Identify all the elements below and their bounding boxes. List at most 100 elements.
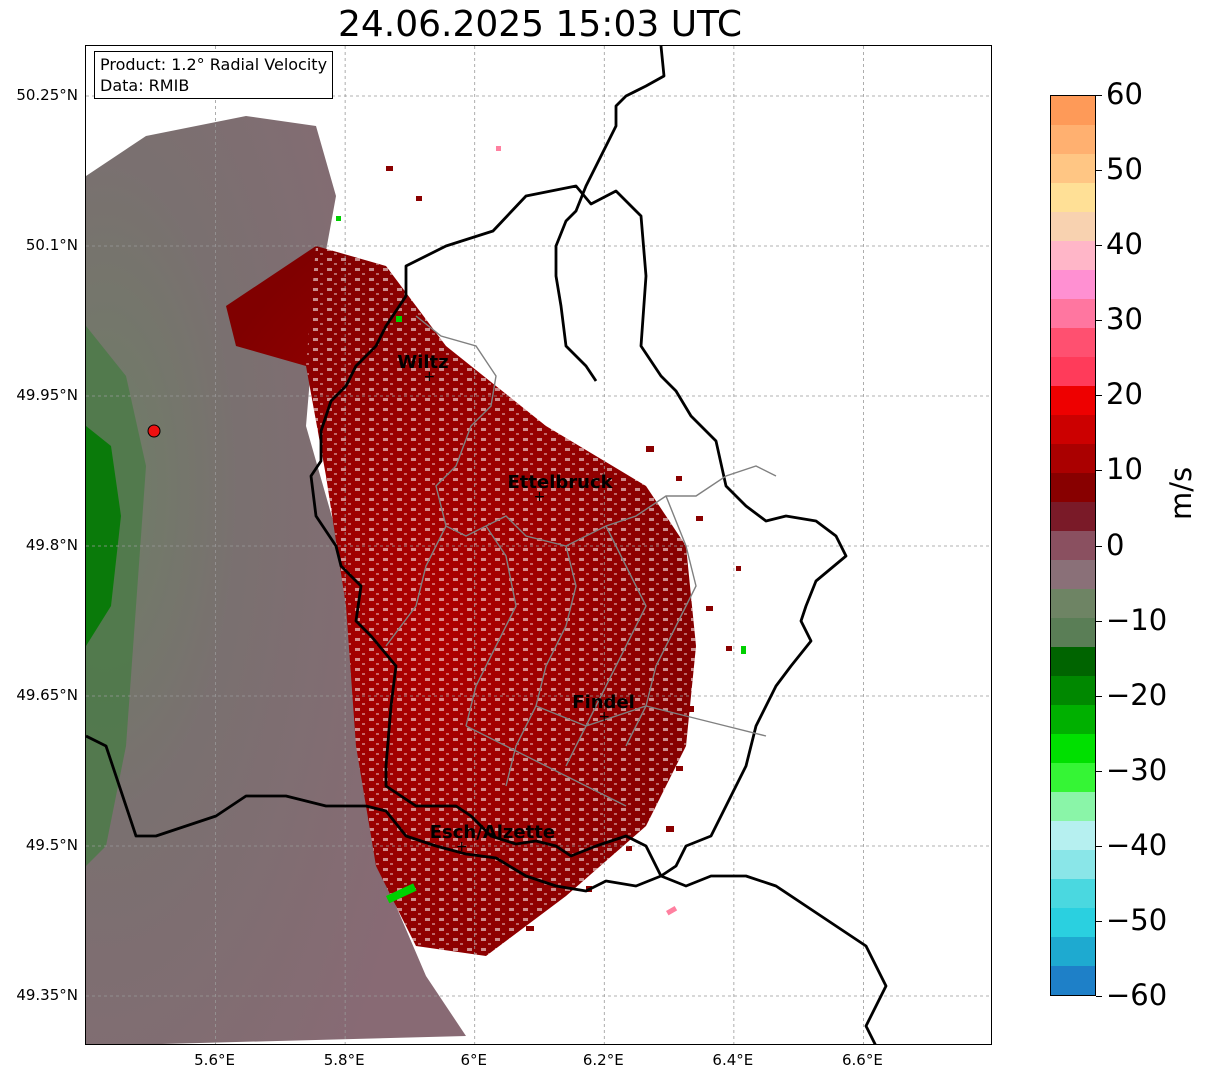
colorbar-segment xyxy=(1051,879,1095,908)
colorbar-segment xyxy=(1051,966,1095,995)
lon-tick-label: 5.6°E xyxy=(194,1051,235,1069)
colorbar-segment xyxy=(1051,241,1095,270)
velocity-field xyxy=(86,116,746,1044)
colorbar-segment xyxy=(1051,937,1095,966)
colorbar-segment xyxy=(1051,328,1095,357)
city-marker-icon: + xyxy=(534,489,546,505)
country-borders xyxy=(86,46,888,1044)
colorbar-segment xyxy=(1051,212,1095,241)
lon-tick-label: 6.2°E xyxy=(582,1051,624,1069)
colorbar-segment xyxy=(1051,821,1095,850)
lat-tick-label: 50.1°N xyxy=(25,236,78,254)
map-title: 24.06.2025 15:03 UTC xyxy=(337,4,743,45)
colorbar-tick-label: −10 xyxy=(1106,602,1168,637)
city-marker-icon: + xyxy=(423,369,435,385)
colorbar-segment xyxy=(1051,357,1095,386)
colorbar-segment xyxy=(1051,125,1095,154)
city-label: Wiltz xyxy=(397,352,448,373)
green-core-region xyxy=(86,426,121,646)
lat-tick-label: 49.8°N xyxy=(25,536,78,554)
colorbar-segment xyxy=(1051,647,1095,676)
colorbar-tick-label: 30 xyxy=(1106,302,1143,337)
colorbar-tick-mark xyxy=(1096,845,1102,847)
colorbar-tick-mark xyxy=(1096,95,1102,96)
colorbar-tick-label: −50 xyxy=(1106,902,1168,937)
colorbar-tick-mark xyxy=(1096,320,1102,322)
lon-tick-label: 6.6°E xyxy=(842,1051,883,1069)
data-source-label: Data: RMIB xyxy=(100,76,190,95)
colorbar-tick-mark xyxy=(1096,170,1102,172)
green-speckles xyxy=(336,216,746,904)
colorbar-segment xyxy=(1051,734,1095,763)
germany-border xyxy=(554,46,666,382)
lon-tick-label: 6.4°E xyxy=(712,1051,754,1069)
colorbar-unit-label: m/s xyxy=(1164,466,1198,520)
radar-site-marker[interactable] xyxy=(147,424,161,438)
colorbar-tick-label: 50 xyxy=(1106,152,1143,187)
colorbar-segment xyxy=(1051,792,1095,821)
city-findel[interactable]: +Findel xyxy=(572,692,635,725)
colorbar-segment xyxy=(1051,531,1095,560)
city-ettelbruck[interactable]: +Ettelbruck xyxy=(508,472,614,505)
city-marker-icon: + xyxy=(456,839,468,855)
colorbar-tick-label: 40 xyxy=(1106,227,1143,262)
colorbar-tick-label: 10 xyxy=(1106,452,1143,487)
colorbar-tick-label: −60 xyxy=(1106,978,1168,1012)
colorbar-tick-mark xyxy=(1096,470,1102,472)
colorbar-segment xyxy=(1051,299,1095,328)
city-markers: +Wiltz+Ettelbruck+Findel+Esch/Alzette xyxy=(397,352,634,855)
colorbar-tick-mark xyxy=(1096,245,1102,247)
colorbar-segment xyxy=(1051,589,1095,618)
scatter-overlay xyxy=(306,246,696,956)
colorbar-tick-label: −30 xyxy=(1106,752,1168,787)
colorbar-segment xyxy=(1051,502,1095,531)
lon-tick-label: 5.8°E xyxy=(323,1051,365,1069)
france-border xyxy=(86,734,888,1044)
colorbar-tick-mark xyxy=(1096,695,1102,697)
colorbar-segment xyxy=(1051,908,1095,937)
colorbar-tick-mark xyxy=(1096,770,1102,772)
colorbar-tick-label: −20 xyxy=(1106,677,1168,712)
colorbar-tick-label: −40 xyxy=(1106,827,1168,862)
colorbar-tick-mark xyxy=(1096,620,1102,622)
radar-map[interactable]: + Wiltz + Ettelbruck + Findel + Esch/Alzette xyxy=(85,45,992,1045)
product-info-box: Product: 1.2° Radial Velocity Data: RMIB xyxy=(94,51,334,99)
lat-tick-label: 49.5°N xyxy=(25,836,78,854)
lat-tick-label: 49.65°N xyxy=(16,686,78,704)
pink-speckles xyxy=(496,146,678,916)
colorbar-tick-label: 20 xyxy=(1106,377,1143,412)
colorbar-segment xyxy=(1051,676,1095,705)
city-esch-alzette[interactable]: +Esch/Alzette xyxy=(430,822,555,855)
velocity-colorbar xyxy=(1050,95,1096,996)
city-label: Esch/Alzette xyxy=(430,822,555,843)
colorbar-tick-mark xyxy=(1096,545,1102,547)
canton-borders xyxy=(385,315,777,807)
city-marker-icon: + xyxy=(598,709,610,725)
colorbar-segment xyxy=(1051,183,1095,212)
colorbar-tick-mark xyxy=(1096,395,1102,397)
colorbar-segment xyxy=(1051,618,1095,647)
city-wiltz[interactable]: +Wiltz xyxy=(397,352,448,385)
colorbar-segment xyxy=(1051,705,1095,734)
colorbar-tick-label: 60 xyxy=(1106,77,1143,111)
colorbar-tick-mark xyxy=(1096,996,1102,997)
luxembourg-border xyxy=(309,184,848,878)
outbound-grey-region xyxy=(86,116,466,1044)
colorbar-segment xyxy=(1051,850,1095,879)
lat-tick-label: 49.35°N xyxy=(16,986,78,1004)
city-label: Findel xyxy=(572,692,635,713)
colorbar-segment xyxy=(1051,560,1095,589)
city-label: Ettelbruck xyxy=(508,472,614,493)
colorbar-segment xyxy=(1051,386,1095,415)
colorbar-segment xyxy=(1051,473,1095,502)
lat-tick-label: 50.25°N xyxy=(16,86,78,104)
colorbar-segment xyxy=(1051,270,1095,299)
colorbar-segment xyxy=(1051,415,1095,444)
lon-tick-label: 6°E xyxy=(460,1051,487,1069)
colorbar-segment xyxy=(1051,444,1095,473)
product-label: Product: 1.2° Radial Velocity xyxy=(100,55,328,74)
colorbar-tick-label: 0 xyxy=(1106,527,1125,562)
colorbar-segment xyxy=(1051,96,1095,125)
colorbar-segment xyxy=(1051,763,1095,792)
map-canvas: +Wiltz+Ettelbruck+Findel+Esch/Alzette xyxy=(86,46,991,1044)
